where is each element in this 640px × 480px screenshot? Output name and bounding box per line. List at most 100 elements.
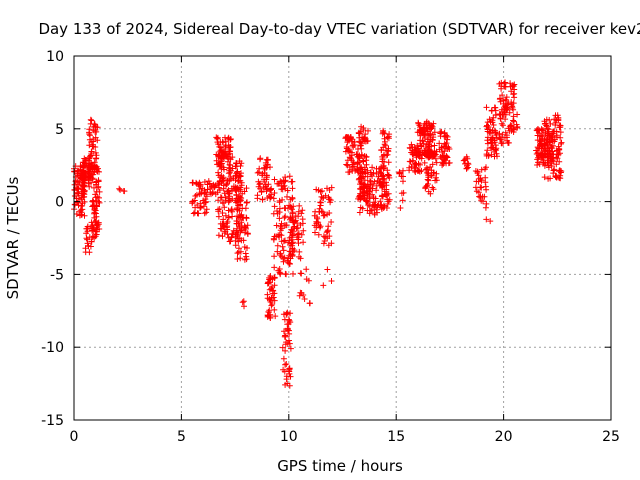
data-point [411, 167, 418, 174]
data-point [274, 242, 281, 249]
data-point [271, 233, 278, 240]
data-point [278, 225, 285, 232]
data-point [275, 180, 282, 187]
data-point [292, 218, 298, 225]
data-point [95, 177, 102, 184]
data-point [537, 133, 544, 140]
data-point [191, 197, 198, 204]
data-point [490, 122, 497, 128]
data-point [410, 151, 417, 158]
data-point [358, 140, 365, 147]
data-point [92, 149, 99, 156]
data-point [444, 136, 451, 143]
data-point [216, 159, 223, 166]
data-point [298, 231, 305, 238]
x-axis-label: GPS time / hours [277, 457, 403, 475]
data-point [287, 255, 294, 262]
data-point [319, 195, 326, 202]
data-point [378, 193, 385, 200]
data-point [316, 208, 323, 215]
data-point [347, 134, 354, 141]
data-point [280, 355, 287, 362]
data-point [533, 127, 540, 134]
data-point [510, 118, 517, 125]
data-point [88, 163, 95, 170]
data-point [543, 136, 550, 143]
data-point [242, 224, 249, 231]
data-point [385, 148, 392, 155]
data-point [279, 186, 286, 193]
data-point [241, 303, 247, 310]
data-point [380, 165, 387, 172]
data-point [284, 187, 291, 194]
data-point [365, 202, 372, 208]
data-point [230, 175, 237, 182]
data-point [476, 193, 483, 200]
data-point [437, 133, 444, 140]
y-tick-label: -15 [41, 413, 64, 429]
data-point [220, 185, 227, 192]
x-tick-label: 5 [177, 429, 186, 445]
data-point [287, 248, 294, 255]
data-point [267, 164, 273, 171]
data-point [505, 139, 512, 146]
data-point [235, 178, 241, 185]
data-point [510, 126, 517, 133]
data-point [289, 206, 295, 213]
data-point [271, 274, 278, 281]
data-point [234, 256, 241, 262]
data-point [358, 145, 365, 152]
data-point [299, 220, 306, 227]
data-point [80, 170, 87, 177]
data-point [501, 80, 508, 87]
data-point [274, 248, 281, 255]
data-point [541, 174, 548, 181]
data-point [225, 214, 232, 221]
data-point [313, 186, 320, 193]
data-point [366, 188, 373, 195]
data-point [477, 194, 484, 201]
data-point [551, 166, 558, 173]
data-point [483, 104, 490, 111]
data-point [381, 203, 388, 210]
data-point [274, 208, 280, 214]
data-point [557, 129, 564, 136]
data-point [216, 206, 223, 212]
data-point [208, 191, 214, 198]
data-point [90, 127, 97, 134]
data-points [71, 79, 565, 389]
data-point [406, 164, 413, 171]
data-point [192, 193, 199, 199]
data-point [272, 313, 279, 320]
tick-labels: 0 5 10 15 20 25 -15 -10 -5 0 5 10 [41, 49, 620, 445]
data-point [218, 172, 225, 179]
data-point [419, 138, 426, 145]
data-point [282, 270, 289, 277]
data-point [437, 153, 444, 160]
data-point [357, 165, 364, 172]
data-point [441, 130, 448, 137]
data-point [286, 337, 292, 344]
data-point [399, 197, 406, 204]
data-point [303, 276, 310, 283]
data-point [290, 270, 296, 277]
data-point [265, 308, 272, 315]
data-point [220, 216, 227, 223]
data-point [282, 333, 289, 340]
data-point [488, 107, 495, 114]
data-point [277, 252, 284, 259]
data-point [280, 247, 287, 254]
data-point [93, 181, 100, 188]
data-point [369, 173, 376, 180]
data-point [269, 301, 276, 308]
data-point [94, 221, 101, 228]
data-point [426, 124, 433, 131]
y-tick-label: -5 [50, 267, 64, 283]
data-point [422, 185, 429, 192]
data-point [233, 170, 240, 177]
data-point [325, 242, 332, 249]
data-point [255, 178, 262, 185]
data-point [380, 202, 387, 209]
data-point [299, 207, 306, 214]
data-point [91, 184, 97, 191]
